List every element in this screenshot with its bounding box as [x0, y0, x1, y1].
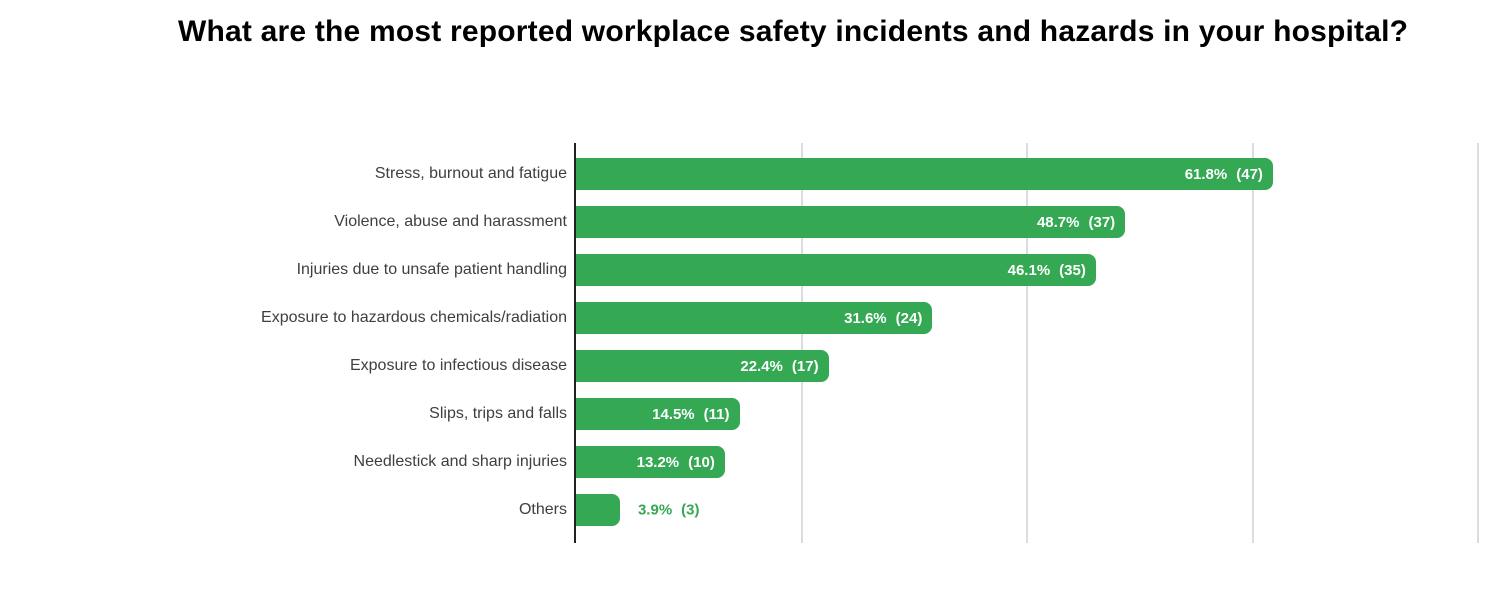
bar[interactable]: 46.1% (35) — [576, 254, 1096, 286]
value-label: 22.4% (17) — [740, 358, 818, 375]
chart-row: Slips, trips and falls 14.5% (11) — [0, 390, 1512, 438]
value-count: (35) — [1059, 261, 1086, 279]
value-label: 48.7% (37) — [1037, 214, 1115, 231]
bar[interactable]: 31.6% (24) — [576, 302, 933, 334]
chart-row: Stress, burnout and fatigue 61.8% (47) — [0, 150, 1512, 198]
bar-track: 3.9% (3) — [576, 494, 1512, 526]
chart-row: Needlestick and sharp injuries 13.2% (10) — [0, 438, 1512, 486]
category-label: Violence, abuse and harassment — [334, 213, 567, 230]
value-percent: 48.7% — [1036, 213, 1080, 231]
plot-area — [576, 143, 1512, 543]
category-label: Exposure to infectious disease — [349, 357, 567, 374]
category-label: Injuries due to unsafe patient handling — [296, 261, 567, 278]
value-count: (11) — [703, 405, 730, 423]
gridline-40pct — [1026, 143, 1029, 543]
chart-title: What are the most reported workplace saf… — [178, 15, 1409, 48]
value-label: 14.5% (11) — [652, 406, 729, 423]
bar-track: 31.6% (24) — [576, 302, 1512, 334]
value-label: 13.2% (10) — [637, 454, 715, 471]
chart-row: Injuries due to unsafe patient handling 4… — [0, 246, 1512, 294]
y-axis-line — [574, 143, 576, 543]
value-percent: 3.9% — [637, 501, 673, 519]
value-label: 3.9% (3) — [638, 502, 700, 519]
bar-track: 22.4% (17) — [576, 350, 1512, 382]
bar-rows: Stress, burnout and fatigue 61.8% (47) Viol… — [0, 150, 1512, 534]
gridline-80pct — [1477, 143, 1480, 543]
chart-row: Exposure to infectious disease 22.4% (17) — [0, 342, 1512, 390]
value-label: 61.8% (47) — [1185, 166, 1263, 183]
bar-track: 46.1% (35) — [576, 254, 1512, 286]
value-count: (24) — [895, 309, 923, 327]
value-count: (37) — [1088, 213, 1116, 231]
value-percent: 31.6% — [844, 309, 887, 327]
bar[interactable]: 48.7% (37) — [576, 206, 1126, 238]
value-count: (3) — [681, 501, 700, 519]
bar-track: 13.2% (10) — [576, 446, 1512, 478]
bar-track: 61.8% (47) — [576, 158, 1512, 190]
bar-track: 14.5% (11) — [576, 398, 1512, 430]
value-count: (47) — [1236, 165, 1263, 183]
gridline-20pct — [800, 143, 803, 543]
gridline-60pct — [1251, 143, 1254, 543]
bar[interactable]: 13.2% (10) — [576, 446, 725, 478]
value-count: (10) — [688, 453, 715, 471]
value-percent: 13.2% — [636, 453, 680, 471]
chart-row: Violence, abuse and harassment 48.7% (37) — [0, 198, 1512, 246]
value-percent: 14.5% — [652, 405, 695, 423]
category-label: Stress, burnout and fatigue — [374, 165, 567, 182]
bar[interactable]: 61.8% (47) — [576, 158, 1273, 190]
bar[interactable]: 14.5% (11) — [576, 398, 740, 430]
category-label: Needlestick and sharp injuries — [353, 453, 567, 470]
value-percent: 22.4% — [740, 357, 783, 375]
chart-row: Exposure to hazardous chemicals/radiatio… — [0, 294, 1512, 342]
category-label: Exposure to hazardous chemicals/radiatio… — [261, 309, 567, 326]
value-count: (17) — [791, 357, 819, 375]
category-label: Slips, trips and falls — [429, 405, 567, 422]
bar[interactable] — [576, 494, 620, 526]
value-label: 46.1% (35) — [1008, 262, 1086, 279]
bar-chart: Stress, burnout and fatigue 61.8% (47) Viol… — [0, 143, 1512, 543]
chart-row: Others 3.9% (3) — [0, 486, 1512, 534]
bar-track: 48.7% (37) — [576, 206, 1512, 238]
bar[interactable]: 22.4% (17) — [576, 350, 829, 382]
value-percent: 61.8% — [1184, 165, 1228, 183]
category-label: Others — [518, 501, 567, 518]
value-percent: 46.1% — [1007, 261, 1051, 279]
value-label: 31.6% (24) — [844, 310, 922, 327]
